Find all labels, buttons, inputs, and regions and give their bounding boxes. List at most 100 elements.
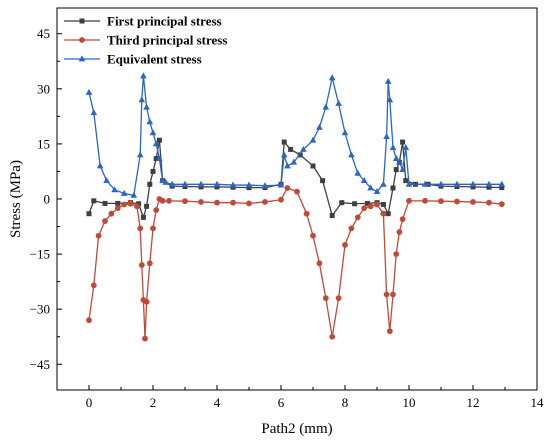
data-point	[214, 184, 220, 190]
data-point	[111, 186, 118, 193]
data-point	[290, 158, 298, 165]
data-point	[120, 189, 128, 196]
data-point	[146, 260, 153, 267]
data-point	[386, 96, 394, 103]
legend-item: Equivalent stress	[64, 52, 202, 67]
data-point	[403, 178, 409, 184]
legend-item: First principal stress	[64, 14, 222, 29]
data-point	[380, 202, 386, 208]
data-point	[197, 180, 205, 187]
data-point	[156, 154, 163, 161]
data-point	[85, 88, 93, 95]
data-point	[354, 214, 361, 221]
data-point	[393, 251, 400, 257]
data-point	[454, 198, 460, 205]
data-point	[147, 181, 153, 187]
y-tick-label: 15	[37, 136, 50, 151]
data-point	[150, 225, 156, 232]
data-point	[261, 182, 269, 189]
data-point	[367, 184, 374, 191]
data-point	[364, 200, 370, 206]
y-tick-label: −15	[30, 247, 50, 262]
data-point	[374, 201, 380, 208]
data-point	[354, 169, 362, 176]
data-point	[380, 180, 387, 187]
data-point	[335, 99, 342, 106]
data-point	[153, 156, 159, 162]
data-point	[406, 197, 412, 204]
data-point	[166, 197, 172, 204]
legend-item: Third principal stress	[64, 33, 227, 48]
series-line	[88, 139, 502, 219]
data-point	[213, 180, 221, 187]
data-point	[102, 200, 108, 206]
data-point	[91, 198, 97, 204]
data-point	[421, 180, 429, 187]
data-point	[310, 232, 316, 239]
data-point	[245, 181, 253, 188]
data-point	[367, 203, 374, 210]
data-point	[153, 207, 160, 213]
data-point	[144, 203, 150, 209]
data-point	[303, 210, 310, 217]
data-point	[438, 198, 444, 205]
data-point	[90, 109, 98, 116]
data-point	[300, 145, 307, 152]
data-point	[322, 295, 329, 302]
data-point	[437, 180, 445, 187]
data-point	[143, 103, 150, 110]
legend-label: First principal stress	[107, 14, 222, 29]
data-point	[485, 180, 493, 187]
y-tick-label: 30	[37, 81, 50, 96]
legend-marker	[79, 37, 85, 43]
data-point	[136, 201, 142, 207]
data-point	[138, 262, 145, 269]
data-point	[229, 181, 237, 188]
data-point	[115, 200, 121, 206]
data-point	[281, 139, 287, 145]
data-point	[469, 180, 477, 187]
data-point	[130, 191, 138, 198]
x-axis-title: Path2 (mm)	[261, 421, 332, 437]
data-point	[393, 167, 399, 173]
data-point	[392, 154, 400, 161]
data-point	[422, 197, 428, 204]
data-point	[288, 146, 294, 152]
y-tick-label: 45	[37, 26, 50, 41]
data-point	[400, 139, 406, 145]
y-axis-title: Stress (MPa)	[8, 160, 24, 238]
x-axis-ticks: 0 2 4 6 8 10 12 14	[86, 385, 544, 410]
data-point	[384, 77, 392, 84]
x-tick-label: 6	[278, 395, 285, 410]
data-point	[373, 188, 381, 195]
x-tick-label: 4	[214, 395, 221, 410]
data-point	[453, 180, 461, 187]
data-point	[162, 178, 170, 185]
data-point	[396, 158, 403, 165]
data-point	[277, 181, 285, 188]
data-point	[310, 163, 316, 169]
data-point	[103, 177, 110, 184]
data-point	[294, 188, 300, 195]
data-point	[108, 210, 115, 217]
series-circle	[86, 185, 505, 342]
x-tick-label: 14	[531, 395, 545, 410]
x-tick-label: 0	[86, 395, 93, 410]
data-point	[86, 317, 92, 324]
data-point	[499, 185, 505, 191]
data-point	[386, 328, 393, 335]
data-point	[383, 132, 390, 139]
data-point	[182, 198, 188, 205]
y-axis-ticks: −45 −30 −15 0 15 30 45	[30, 26, 62, 372]
data-point	[284, 185, 291, 191]
data-point	[140, 214, 146, 220]
data-point	[316, 260, 323, 267]
data-point	[341, 129, 349, 136]
data-point	[95, 232, 102, 239]
data-point	[498, 180, 506, 187]
legend: First principal stress Third principal st…	[64, 14, 227, 67]
data-point	[396, 229, 403, 235]
data-point	[278, 196, 284, 203]
data-point	[328, 74, 336, 81]
